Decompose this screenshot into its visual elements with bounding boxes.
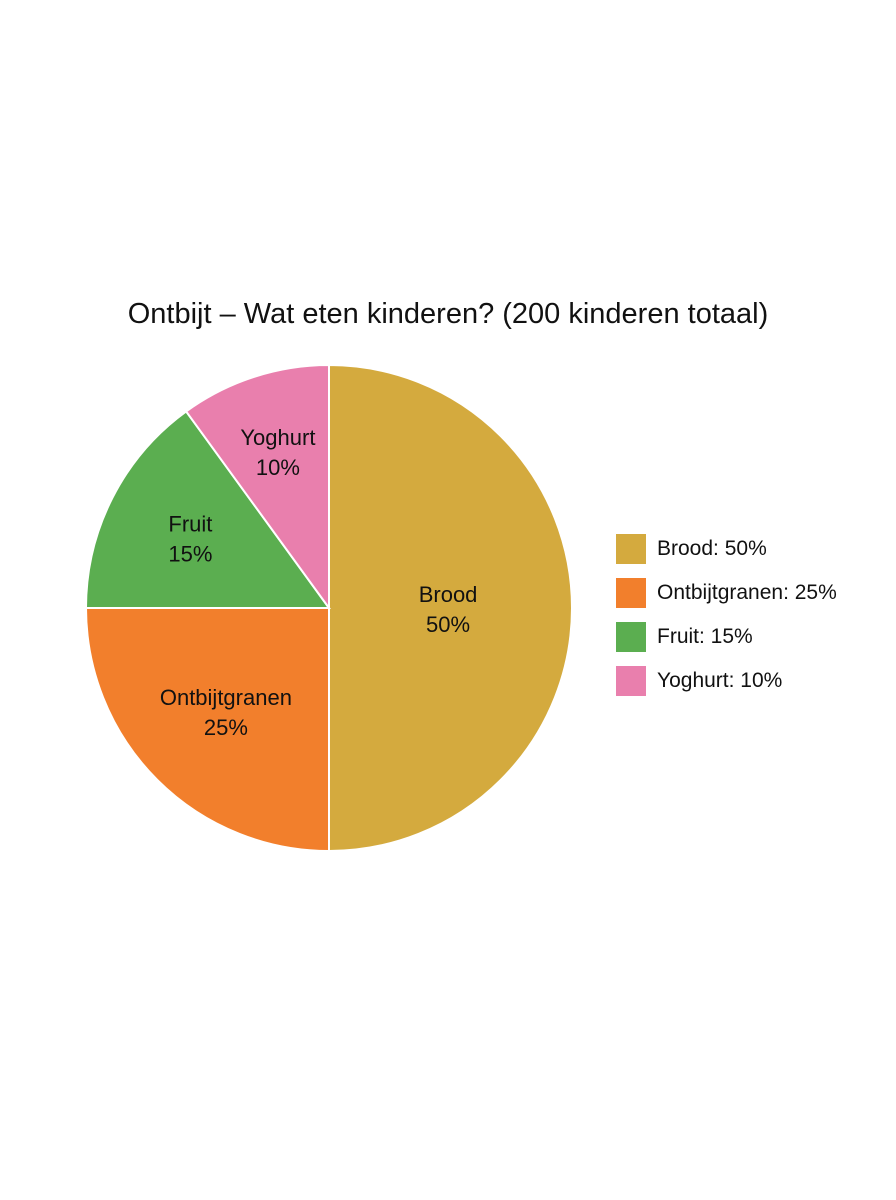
legend-label: Ontbijtgranen: 25% (657, 581, 837, 604)
pie-slice-ontbijtgranen (84, 607, 330, 853)
legend-item: Fruit: 15% (616, 615, 837, 659)
legend-swatch (616, 534, 646, 564)
legend-label: Brood: 50% (657, 537, 767, 560)
slice-label: Brood (419, 582, 478, 607)
legend-label: Yoghurt: 10% (657, 669, 783, 692)
slice-label: Ontbijtgranen (160, 685, 292, 710)
legend-swatch (616, 622, 646, 652)
slice-value-label: 10% (256, 455, 300, 480)
legend-swatch (616, 666, 646, 696)
slice-value-label: 25% (204, 715, 248, 740)
legend: Brood: 50% Ontbijtgranen: 25% Fruit: 15% Yo… (616, 527, 837, 703)
legend-swatch (616, 578, 646, 608)
legend-item: Brood: 50% (616, 527, 837, 571)
chart-title: Ontbijt – Wat eten kinderen? (200 kinder… (127, 298, 769, 330)
slice-label: Fruit (168, 511, 212, 536)
slice-label: Yoghurt (240, 425, 315, 450)
legend-item: Ontbijtgranen: 25% (616, 571, 837, 615)
legend-label: Fruit: 15% (657, 625, 753, 648)
pie-slice-fruit (84, 410, 331, 609)
pie-slice-brood (328, 363, 573, 853)
slice-value-label: 50% (426, 612, 470, 637)
slice-value-label: 15% (168, 541, 212, 566)
legend-item: Yoghurt: 10% (616, 659, 837, 703)
pie-slice-yoghurt (184, 363, 330, 612)
